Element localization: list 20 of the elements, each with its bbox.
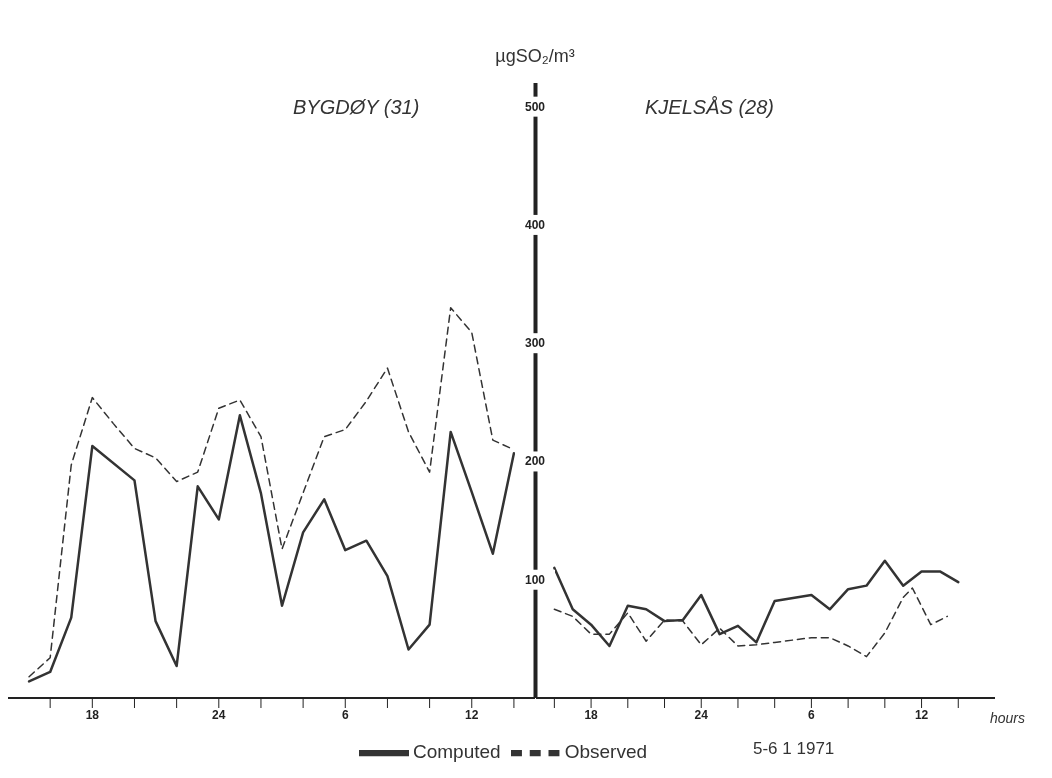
x-tick-label: 6: [341, 707, 349, 722]
x-tick-label: 12: [914, 707, 929, 722]
y-axis-title: µgSO₂/m³: [494, 46, 576, 67]
y-tick-label: 200: [524, 454, 546, 469]
x-tick-label: 18: [85, 707, 100, 722]
x-tick-label: 12: [465, 707, 479, 722]
x-tick-label: 18: [584, 707, 599, 722]
text: KJELSÅS (28): [645, 96, 774, 119]
x-axis-title: hours: [989, 710, 1025, 726]
legend-label: Observed: [564, 741, 648, 763]
x-tick-label: 6: [808, 707, 816, 722]
text: BYGDØY (31): [293, 96, 420, 119]
x-tick-label: 24: [694, 707, 709, 722]
y-tick-label: 100: [524, 572, 546, 587]
x-tick-label: 24: [212, 707, 226, 722]
y-tick-label: 300: [524, 336, 546, 351]
y-tick-label: 400: [524, 217, 546, 232]
y-tick-label: 500: [524, 99, 546, 114]
text: 5-6 1 1971: [753, 739, 835, 759]
legend-label: Computed: [412, 741, 501, 763]
